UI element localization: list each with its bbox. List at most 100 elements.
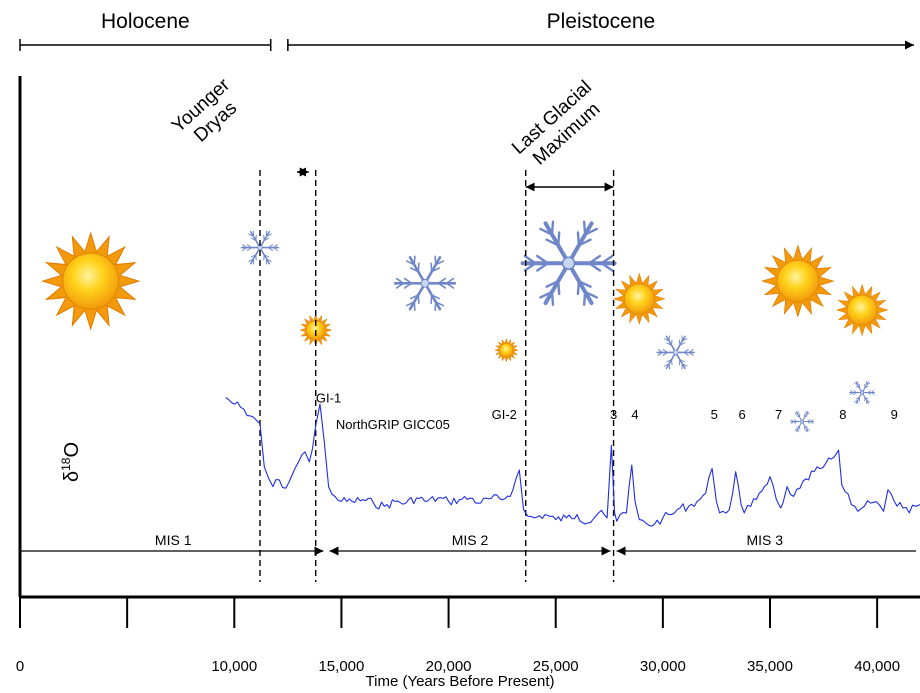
snowflake-branch bbox=[576, 231, 581, 247]
snowflake-branch bbox=[849, 392, 854, 395]
snowflake-branch bbox=[854, 382, 859, 386]
sun-icon bbox=[835, 283, 889, 337]
snowflake-branch bbox=[663, 363, 670, 367]
snowflake-branch bbox=[790, 421, 795, 424]
snowflake-branch bbox=[853, 392, 857, 395]
snowflake-branch bbox=[250, 254, 257, 258]
snowflake-branch bbox=[417, 294, 420, 305]
sun-icon bbox=[761, 244, 835, 318]
snowflake-branch bbox=[523, 254, 537, 265]
snowflake-branch bbox=[855, 397, 860, 400]
snowflake-branch bbox=[250, 237, 257, 241]
x-tick-label: 30,000 bbox=[640, 658, 686, 675]
x-tick-label: 20,000 bbox=[426, 658, 472, 675]
snowflake-branch bbox=[855, 385, 860, 389]
snowflake-icon bbox=[240, 230, 280, 265]
x-tick-label: 10,000 bbox=[211, 658, 257, 675]
snowflake-branch bbox=[545, 279, 560, 288]
snowflake-branch bbox=[536, 254, 550, 265]
snowflake-branch bbox=[864, 385, 869, 389]
snowflake-branch bbox=[445, 277, 455, 285]
snowflake-branch bbox=[246, 247, 253, 251]
annotation-label: YoungerDryas bbox=[168, 74, 249, 153]
sun-disc bbox=[846, 294, 878, 326]
snowflake-branch bbox=[806, 421, 811, 424]
snowflake-branch bbox=[666, 359, 673, 363]
series-layer bbox=[225, 396, 920, 527]
snowflake-branch bbox=[793, 421, 798, 424]
snowflake-branch bbox=[523, 262, 537, 272]
snowflake-branch bbox=[430, 267, 441, 273]
snowflake-branch bbox=[550, 290, 555, 306]
event-label: 5 bbox=[711, 407, 718, 422]
snowflake-arm bbox=[665, 335, 677, 354]
snowflake-center bbox=[800, 419, 805, 424]
x-tick-label: 35,000 bbox=[747, 658, 793, 675]
snowflake-branch bbox=[600, 254, 614, 265]
snowflake-branch bbox=[434, 255, 437, 266]
snowflake-branch bbox=[663, 338, 670, 342]
y-axis-label: δ18O bbox=[59, 442, 83, 482]
snowflake-branch bbox=[266, 258, 272, 262]
snowflake-branch bbox=[557, 279, 561, 296]
snowflake-branch bbox=[434, 301, 437, 312]
snowflake-branch bbox=[588, 262, 602, 272]
snowflake-arm bbox=[674, 351, 686, 370]
snowflake-branch bbox=[267, 244, 274, 249]
snowflake-branch bbox=[867, 392, 872, 395]
snowflake-branch bbox=[417, 262, 420, 273]
snowflake-branch bbox=[437, 277, 447, 285]
snowflake-branch bbox=[866, 382, 871, 386]
snowflake-branch bbox=[853, 390, 857, 393]
snowflake-center bbox=[860, 390, 865, 395]
snowflake-branch bbox=[662, 351, 668, 356]
snowflake-arm bbox=[250, 246, 261, 265]
snowflake-branch bbox=[688, 349, 694, 353]
snowflake-branch bbox=[681, 338, 688, 342]
snowflake-branch bbox=[804, 415, 809, 418]
snowflake-branch bbox=[248, 258, 254, 262]
snowflake-branch bbox=[683, 351, 689, 356]
snowflake-branch bbox=[413, 255, 416, 266]
snowflake-branch bbox=[445, 282, 455, 289]
event-label: NorthGRIP GICC05 bbox=[336, 417, 450, 432]
snowflake-branch bbox=[688, 351, 694, 356]
snowflake-branch bbox=[539, 290, 554, 299]
snowflake-branch bbox=[577, 279, 592, 288]
snowflake-branch bbox=[806, 419, 811, 422]
snowflake-arm bbox=[250, 230, 261, 249]
snowflake-branch bbox=[413, 301, 416, 312]
sun-icon bbox=[494, 337, 519, 363]
snowflake-arm bbox=[259, 246, 271, 265]
snowflake-branch bbox=[405, 260, 416, 266]
snowflake-icon bbox=[656, 335, 695, 370]
x-tick-label: 25,000 bbox=[533, 658, 579, 675]
event-labels: GI-1 NorthGRIP GICC05 GI-2 3 4 5 6 7 8 9 bbox=[316, 390, 898, 431]
snowflake-branch bbox=[263, 254, 270, 258]
snowflake-branch bbox=[849, 390, 854, 393]
x-tick-label: 0 bbox=[16, 658, 24, 675]
snowflake-arm bbox=[423, 281, 442, 311]
snowflake-arm bbox=[665, 351, 677, 370]
snowflake-branch bbox=[267, 247, 274, 251]
snowflake-branch bbox=[870, 390, 875, 393]
snowflake-branch bbox=[866, 399, 871, 403]
series-line bbox=[225, 396, 920, 527]
snowflake-branch bbox=[405, 301, 416, 307]
snowflake-center bbox=[420, 278, 430, 288]
snowflake-branch bbox=[403, 282, 413, 289]
snowflake-branch bbox=[681, 363, 688, 367]
snowflake-arm bbox=[408, 281, 427, 311]
event-label: 4 bbox=[631, 407, 638, 422]
snowflake-branch bbox=[796, 425, 800, 428]
era-label: Holocene bbox=[101, 10, 190, 33]
snowflake-branch bbox=[679, 342, 685, 346]
snowflake-branch bbox=[662, 349, 668, 353]
mis-stages: MIS 1 MIS 2 MIS 3 bbox=[20, 532, 916, 556]
event-label: 3 bbox=[610, 407, 617, 422]
snowflake-branch bbox=[582, 290, 587, 306]
sun-disc bbox=[499, 343, 514, 358]
snowflake-branch bbox=[583, 290, 598, 299]
annotation-label: Last GlacialMaximum bbox=[508, 77, 611, 175]
snowflake-branch bbox=[805, 412, 810, 415]
